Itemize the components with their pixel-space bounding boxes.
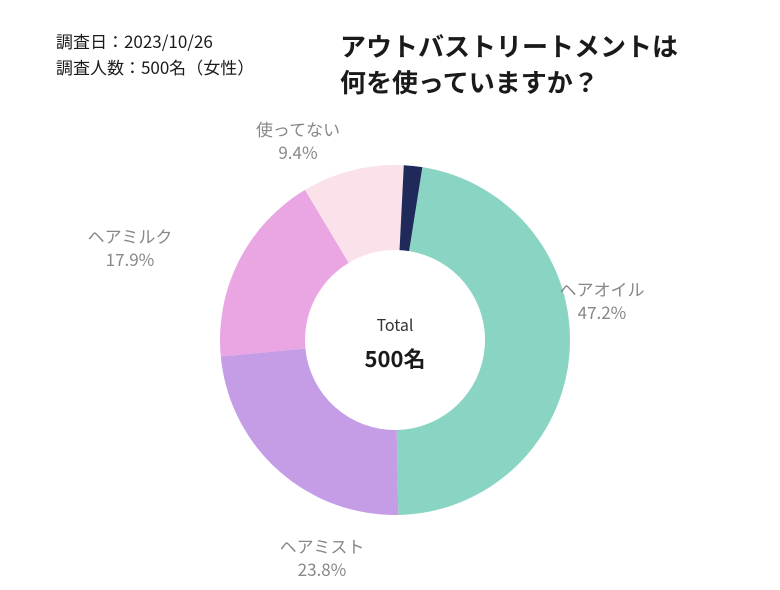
center-total-value: 500名 xyxy=(365,342,426,374)
segment-label: ヘアミルク17.9% xyxy=(70,225,190,271)
segment-name: ヘアオイル xyxy=(560,276,645,301)
segment-label: ヘアミスト23.8% xyxy=(262,535,382,581)
segment-percent: 9.4% xyxy=(238,141,358,164)
segment-percent: 17.9% xyxy=(70,248,190,271)
segment-name: ヘアミスト xyxy=(280,533,365,558)
segment-label: 使ってない9.4% xyxy=(238,118,358,164)
center-total: Total 500名 xyxy=(345,312,445,374)
donut-chart: Total 500名 ヘアオイル47.2% ヘアミスト23.8% ヘアミルク17.9… xyxy=(0,0,780,585)
donut-svg xyxy=(0,0,780,585)
segment-percent: 47.2% xyxy=(542,301,662,324)
segment-name: 使ってない xyxy=(256,116,340,141)
segment-percent: 23.8% xyxy=(262,558,382,581)
segment-name: ヘアミルク xyxy=(88,223,173,248)
segment-label: ヘアオイル47.2% xyxy=(542,278,662,324)
center-total-word: Total xyxy=(345,312,445,336)
